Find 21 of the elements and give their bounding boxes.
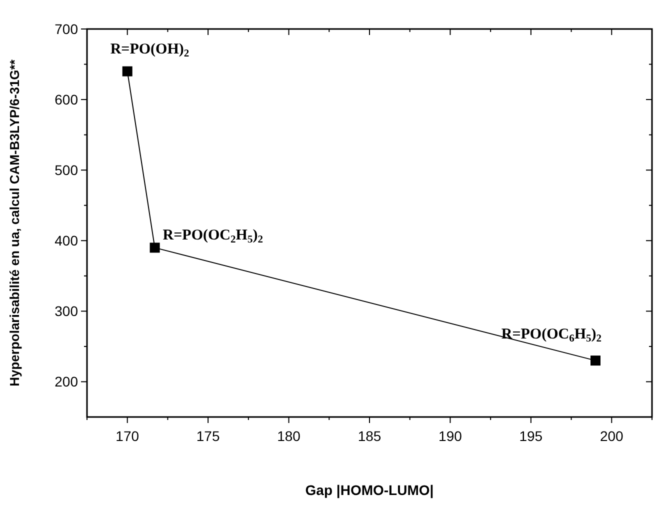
y-tick-label: 200: [54, 374, 78, 390]
y-tick-label: 400: [54, 232, 78, 249]
point: [122, 66, 132, 76]
annotation: R=PO(OC$_{2}$H$_{5}$)$_{2}$: [162, 228, 263, 246]
y-tick-label: 300: [54, 303, 78, 320]
y-axis-title: Hyperpolarisabilité en ua, calcul CAM-B3LYP/6-31G**: [7, 58, 22, 386]
y-tick-label: 500: [54, 162, 78, 178]
x-tick-label: 195: [519, 428, 543, 444]
annotation: R=PO(OC$_{6}$H$_{5}$)$_{2}$: [501, 326, 602, 345]
x-tick-label: 200: [600, 428, 624, 444]
annotation: R=PO(OH)$_{2}$: [110, 41, 190, 60]
x-tick-label: 170: [116, 428, 140, 444]
x-tick-label: 185: [358, 428, 382, 444]
y-tick-label: 600: [54, 92, 78, 108]
point: [590, 356, 600, 366]
x-tick-label: 190: [438, 428, 462, 444]
x-tick-label: 175: [196, 428, 220, 444]
point: [150, 242, 160, 253]
x-axis-title: Gap |HOMO-LUMO|: [305, 482, 434, 499]
y-tick-label: 700: [54, 21, 78, 37]
x-tick-label: 180: [277, 428, 301, 444]
